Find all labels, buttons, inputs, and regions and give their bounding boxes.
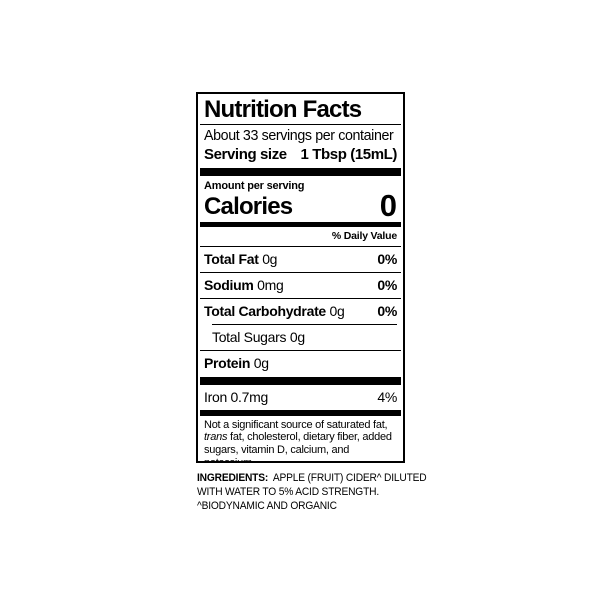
servings-per-container: About 33 servings per container — [204, 127, 394, 145]
calories-row: Calories 0 — [204, 187, 397, 223]
row-divider — [200, 246, 401, 248]
row-divider-indented — [212, 324, 397, 326]
serving-size-label: Serving size — [204, 145, 287, 163]
nutrient-amount: 0g — [262, 251, 278, 268]
nutrient-name: Protein — [204, 355, 251, 372]
nutrient-daily-value: 0% — [377, 251, 397, 268]
nutrient-name: Sodium — [204, 277, 254, 294]
nutrient-name: Total Carbohydrate — [204, 303, 326, 320]
nutrient-amount: 0g — [289, 329, 305, 346]
nutrient-row-protein: Protein 0g — [204, 351, 397, 376]
nutrient-amount: 0.7mg — [230, 388, 269, 405]
serving-size-value: 1 Tbsp (15mL) — [300, 145, 398, 163]
medium-divider-bar — [200, 222, 401, 228]
row-divider — [200, 272, 401, 274]
calories-label: Calories — [204, 193, 293, 221]
nutrient-row-total-carbohydrate: Total Carbohydrate 0g 0% — [204, 299, 397, 324]
label-title: Nutrition Facts — [204, 96, 362, 123]
footnote-text: Not a significant source of saturated fa… — [204, 418, 388, 431]
footnote-text: fat, cholesterol, dietary fiber, added s… — [204, 431, 392, 461]
nutrition-facts-label: Nutrition Facts About 33 servings per co… — [196, 92, 405, 463]
row-divider — [200, 298, 401, 300]
row-divider — [200, 350, 401, 352]
serving-size-row: Serving size 1 Tbsp (15mL) — [204, 146, 397, 168]
nutrient-row-iron: Iron 0.7mg 4% — [204, 385, 397, 410]
nutrient-name: Iron — [204, 388, 227, 405]
ingredients-label: INGREDIENTS: — [197, 472, 269, 484]
nutrient-name: Total Fat — [204, 251, 259, 268]
ingredients-line-1: APPLE (FRUIT) CIDER^ DILUTED — [272, 472, 427, 484]
nutrient-amount: 0g — [329, 303, 345, 320]
ingredients-line-2: WITH WATER TO 5% ACID STRENGTH. — [197, 486, 379, 499]
daily-value-header: % Daily Value — [331, 230, 397, 243]
nutrient-name: Total Sugars — [212, 329, 287, 346]
thick-divider-bar — [200, 167, 401, 176]
title-divider — [200, 124, 401, 126]
nutrient-daily-value: 0% — [377, 303, 397, 320]
nutrient-row-sodium: Sodium 0mg 0% — [204, 273, 397, 298]
thick-divider-bar — [200, 409, 401, 416]
thick-divider-bar — [200, 376, 401, 385]
nutrient-daily-value: 4% — [377, 388, 397, 405]
nutrient-amount: 0mg — [257, 277, 284, 294]
ingredients-block: INGREDIENTS: APPLE (FRUIT) CIDER^ DILUTE… — [197, 471, 439, 513]
nutrient-row-total-fat: Total Fat 0g 0% — [204, 247, 397, 272]
nutrient-amount: 0g — [253, 355, 269, 372]
footnote: Not a significant source of saturated fa… — [204, 416, 397, 461]
calories-value: 0 — [379, 187, 397, 223]
footnote-italic-trans: trans — [204, 431, 228, 444]
nutrient-row-total-sugars: Total Sugars 0g — [204, 325, 397, 350]
nutrient-daily-value: 0% — [377, 277, 397, 294]
amount-per-serving-label: Amount per serving — [204, 179, 305, 192]
ingredients-line-3: ^BIODYNAMIC AND ORGANIC — [197, 500, 337, 513]
